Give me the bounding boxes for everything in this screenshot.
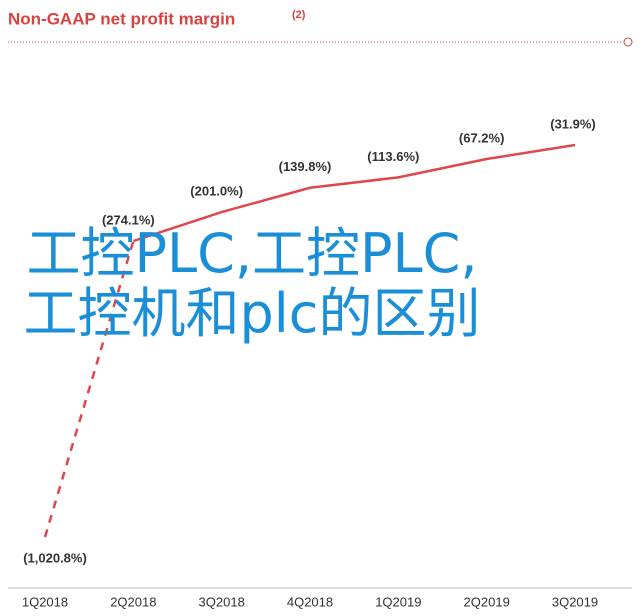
chart-title: Non-GAAP net profit margin (8, 9, 235, 28)
title-note: (2) (292, 9, 306, 21)
x-tick-label: 3Q2018 (199, 594, 245, 609)
data-label: (274.1%) (102, 212, 155, 227)
line-dashed (43, 240, 135, 538)
x-tick-label: 1Q2019 (375, 594, 421, 609)
data-label: (31.9%) (550, 116, 596, 131)
line (132, 143, 576, 243)
x-tick-label: 2Q2019 (464, 594, 510, 609)
title-rule-end (623, 37, 633, 47)
x-tick-label: 1Q2018 (22, 594, 68, 609)
data-label: (67.2%) (459, 130, 505, 145)
x-tick-label: 4Q2018 (287, 594, 333, 609)
data-label: (113.6%) (367, 149, 419, 164)
data-label: (1,020.8%) (23, 550, 87, 565)
overlay-text: 工控PLC,工控PLC,工控机和plc的区别 (23, 222, 481, 345)
data-label: (201.0%) (190, 183, 243, 198)
x-tick-label: 3Q2019 (552, 594, 598, 609)
x-tick-label: 2Q2018 (110, 594, 156, 609)
data-label: (139.8%) (279, 159, 332, 174)
